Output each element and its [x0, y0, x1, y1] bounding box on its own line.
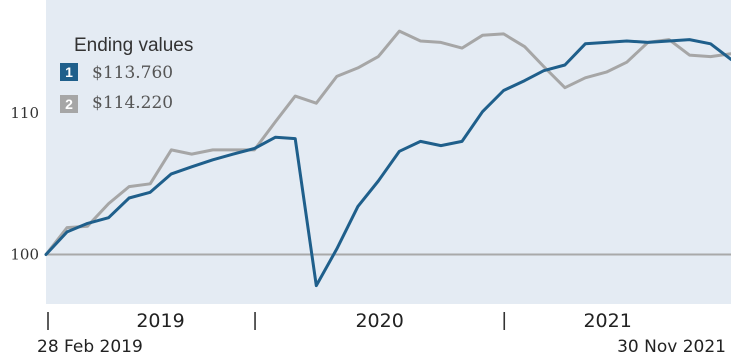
x-year-label: 2020: [355, 310, 403, 332]
x-year-label: 2021: [583, 310, 631, 332]
legend-item-1: 1 $113.760: [60, 63, 173, 83]
plot-area-background: [46, 0, 731, 304]
legend-number-2: 2: [65, 96, 73, 112]
x-year-label: 2019: [136, 310, 184, 332]
series-line-2: [44, 29, 731, 256]
y-axis: 100 110: [10, 104, 39, 263]
legend-title: Ending values: [74, 35, 193, 56]
legend: Ending values 1 $113.760 2 $114.220: [60, 35, 193, 113]
legend-number-1: 1: [65, 64, 73, 80]
legend-value-2: $114.220: [92, 93, 173, 113]
y-tick-label: 100: [10, 246, 39, 264]
series-lines: [44, 29, 731, 288]
x-axis: 2019 2020 2021 28 Feb 2019 30 Nov 2021: [37, 310, 726, 356]
start-date-label: 28 Feb 2019: [37, 337, 143, 356]
legend-swatch-1: [60, 63, 78, 81]
legend-item-2: 2 $114.220: [60, 93, 173, 113]
legend-value-1: $113.760: [92, 63, 173, 83]
end-date-label: 30 Nov 2021: [617, 337, 726, 356]
series-line-1: [44, 38, 731, 288]
legend-swatch-2: [60, 95, 78, 113]
y-tick-label: 110: [10, 104, 39, 122]
